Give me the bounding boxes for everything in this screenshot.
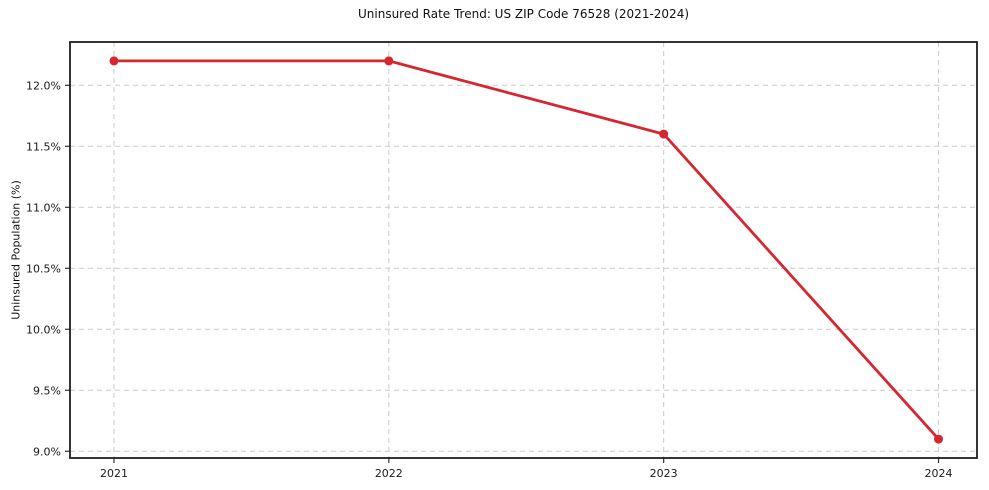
data-point-2023 <box>659 129 669 139</box>
x-tick-label: 2022 <box>375 467 403 480</box>
x-tick-label: 2024 <box>925 467 953 480</box>
y-tick-label: 11.0% <box>26 201 61 214</box>
trend-line <box>112 59 940 441</box>
y-tick-label: 12.0% <box>26 79 61 92</box>
plot-frame <box>69 41 978 459</box>
y-tick-label: 9.0% <box>33 445 61 458</box>
data-point-2021 <box>109 56 119 66</box>
y-tick-label: 10.5% <box>26 262 61 275</box>
y-tick-label: 10.0% <box>26 323 61 336</box>
data-point-2022 <box>384 56 394 66</box>
chart-title: Uninsured Rate Trend: US ZIP Code 76528 … <box>357 7 690 21</box>
x-tick-label: 2021 <box>100 467 128 480</box>
y-tick-label: 9.5% <box>33 384 61 397</box>
y-tick-label: 11.5% <box>26 140 61 153</box>
x-tick-label: 2023 <box>650 467 678 480</box>
data-point-2024 <box>934 434 944 444</box>
